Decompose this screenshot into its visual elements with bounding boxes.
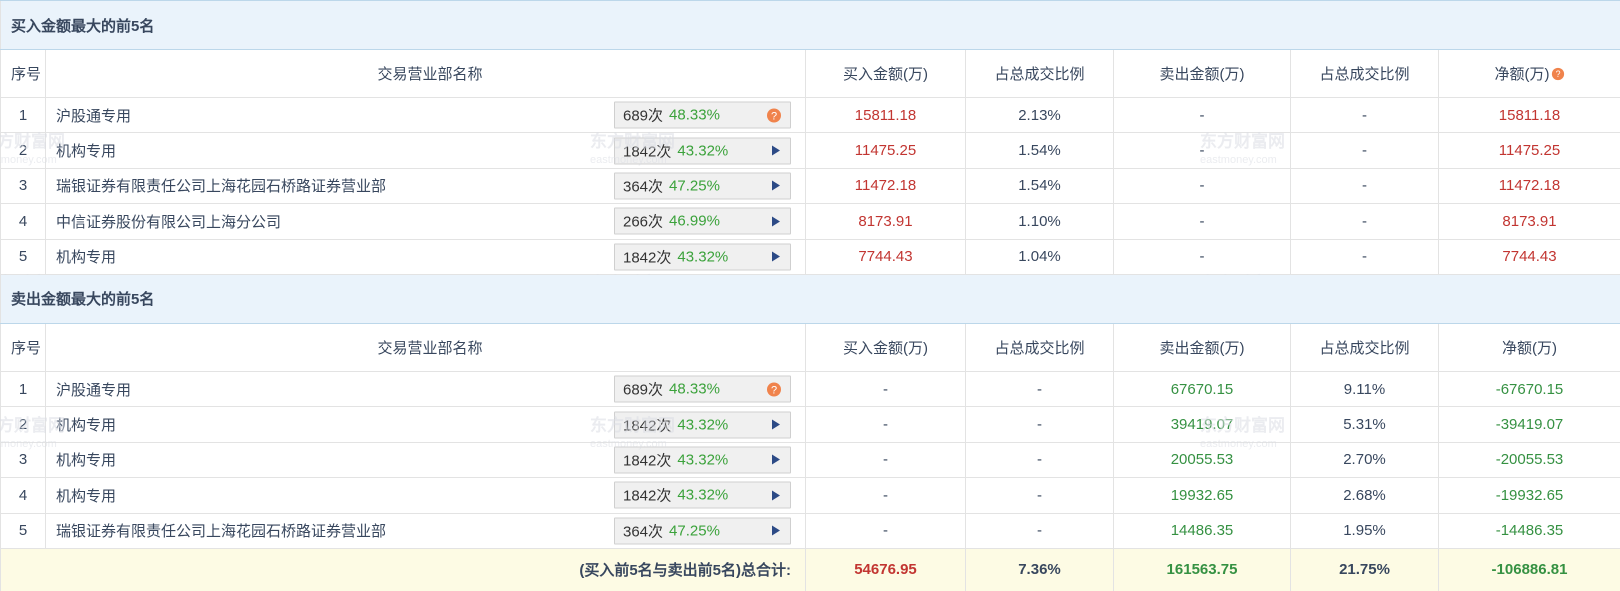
svg-text:?: ? xyxy=(1555,69,1560,79)
svg-text:?: ? xyxy=(771,110,777,122)
svg-text:?: ? xyxy=(771,384,777,396)
